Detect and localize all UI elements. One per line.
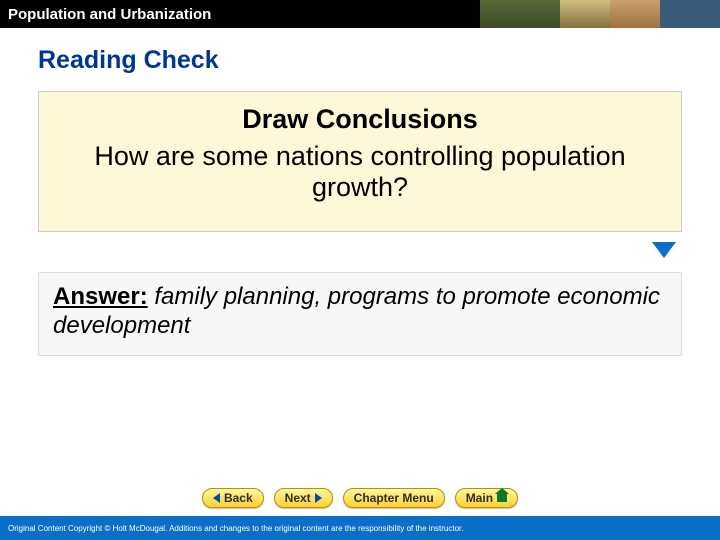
chapter-menu-button[interactable]: Chapter Menu: [343, 488, 445, 508]
main-button[interactable]: Main: [455, 488, 518, 508]
answer-text: Answer: family planning, programs to pro…: [53, 283, 667, 341]
chapter-title: Population and Urbanization: [0, 6, 211, 23]
main-label: Main: [466, 491, 493, 505]
question-body: How are some nations controlling populat…: [49, 141, 671, 203]
home-icon: [497, 494, 507, 502]
header-bar: Population and Urbanization: [0, 0, 720, 28]
next-button[interactable]: Next: [274, 488, 333, 508]
footer-bar: Original Content Copyright © Holt McDoug…: [0, 516, 720, 540]
content-area: Reading Check Draw Conclusions How are s…: [0, 28, 720, 356]
question-box: Draw Conclusions How are some nations co…: [38, 91, 682, 232]
answer-label: Answer:: [53, 283, 148, 310]
copyright-text: Original Content Copyright © Holt McDoug…: [0, 524, 463, 533]
chapter-menu-label: Chapter Menu: [354, 491, 434, 505]
back-arrow-icon: [213, 493, 220, 503]
next-label: Next: [285, 491, 311, 505]
reveal-arrow-icon[interactable]: [652, 242, 676, 258]
back-button[interactable]: Back: [202, 488, 264, 508]
next-arrow-icon: [315, 493, 322, 503]
header-decoration: [480, 0, 720, 28]
back-label: Back: [224, 491, 253, 505]
question-heading: Draw Conclusions: [49, 104, 671, 135]
nav-bar: Back Next Chapter Menu Main: [0, 488, 720, 508]
section-title: Reading Check: [38, 46, 682, 75]
answer-box: Answer: family planning, programs to pro…: [38, 272, 682, 356]
